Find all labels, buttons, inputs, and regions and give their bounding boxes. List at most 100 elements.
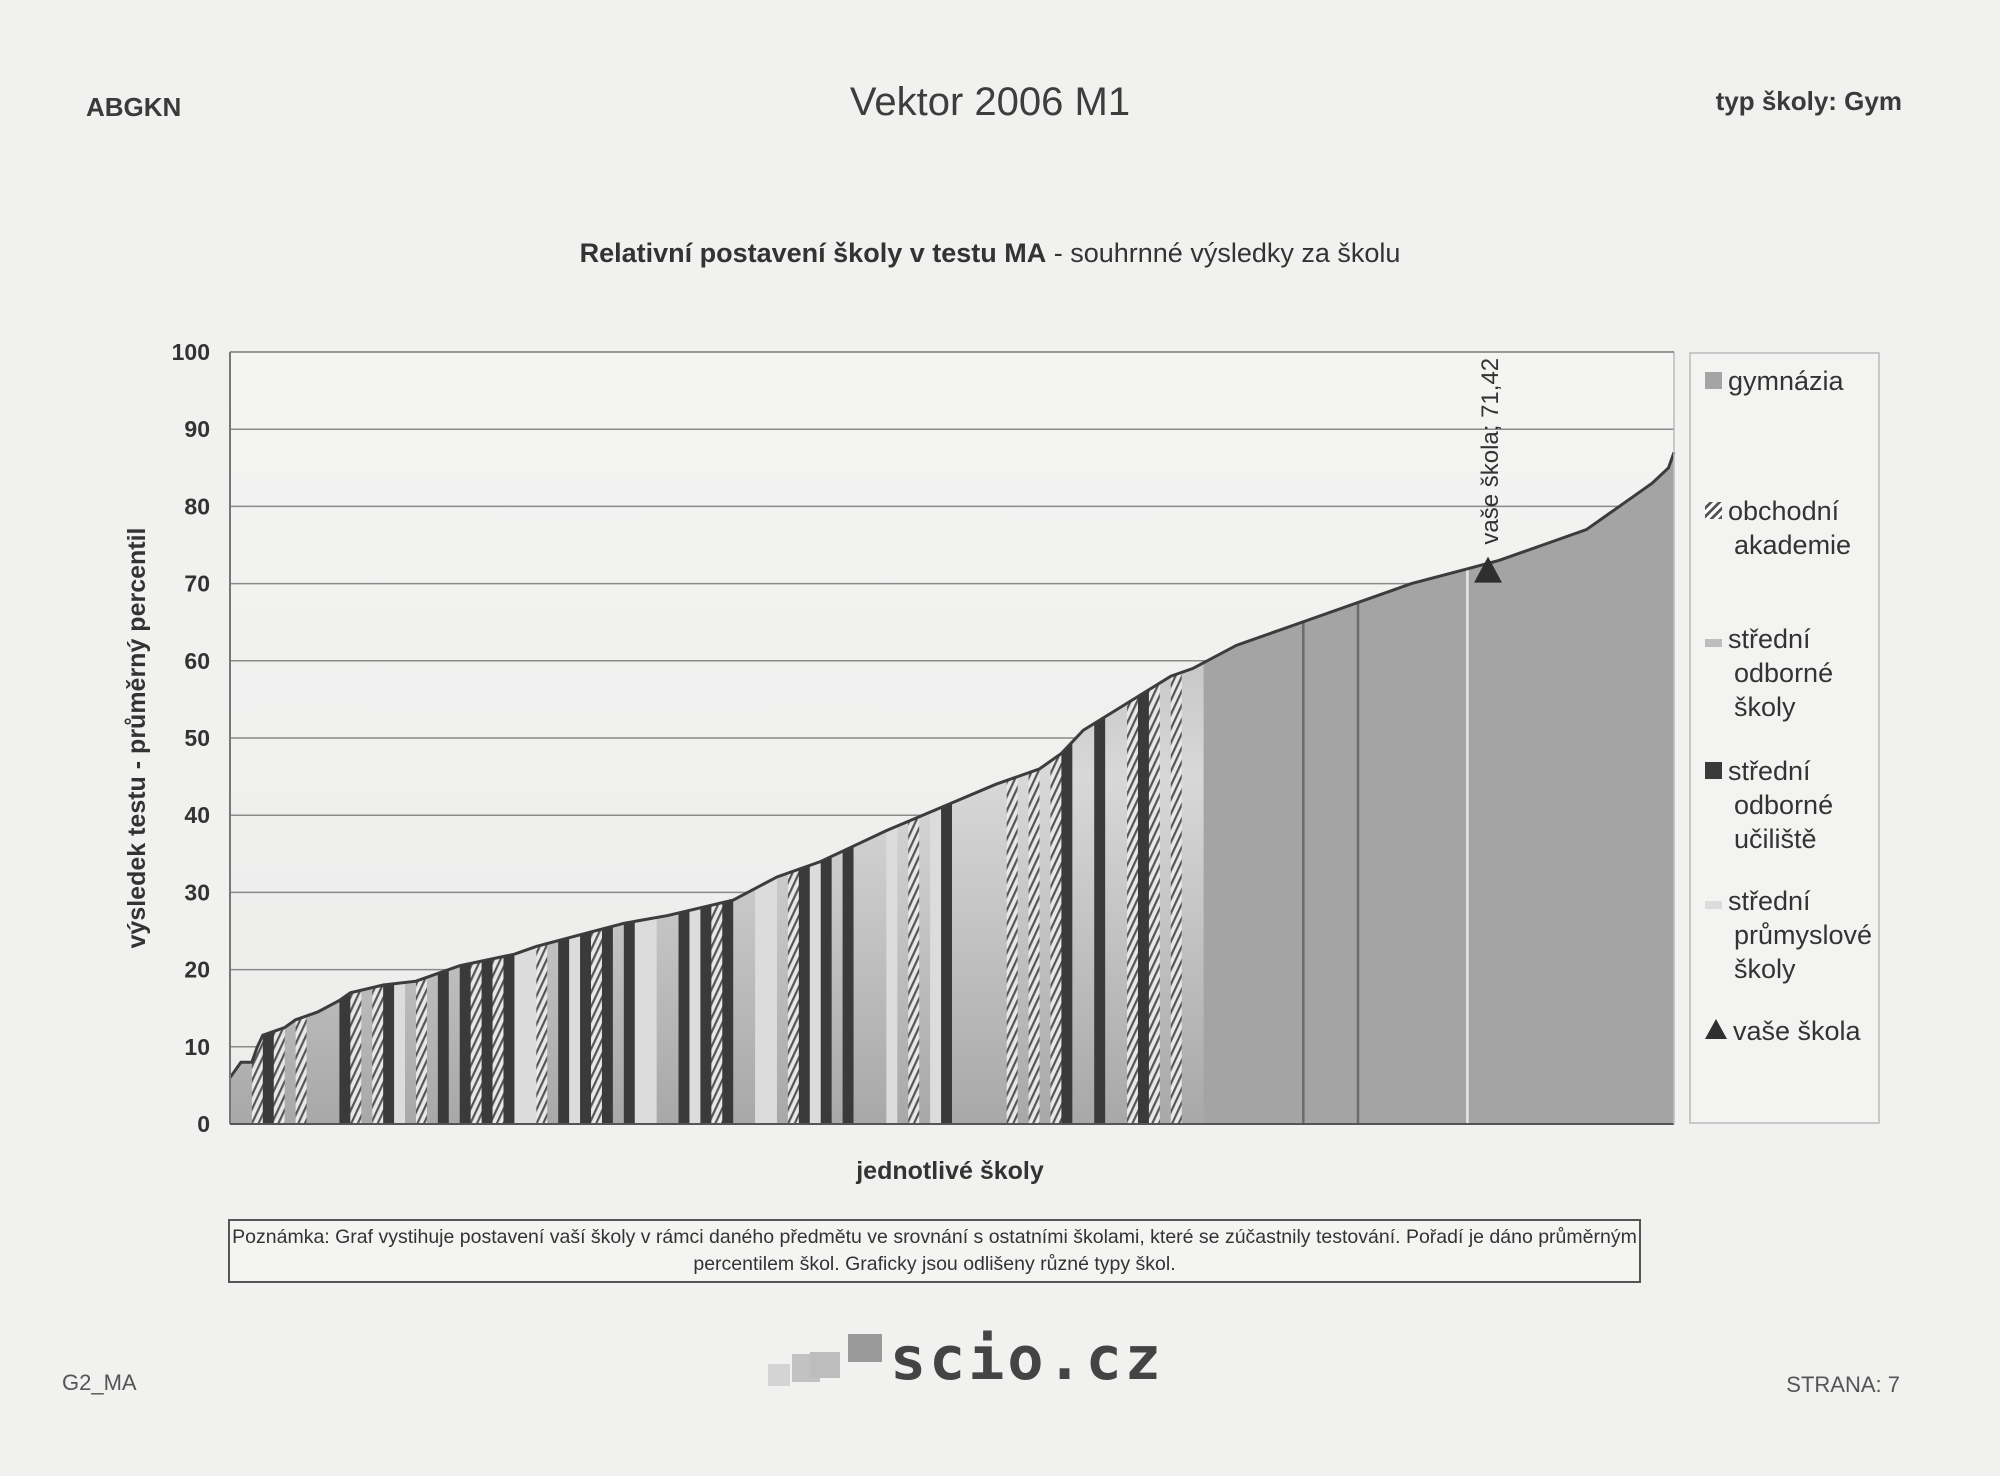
- legend-item: střední odborné školy: [1705, 622, 1833, 724]
- school-bar: [1302, 452, 1305, 1124]
- school-bar: [1553, 452, 1566, 1124]
- school-bar: [1072, 452, 1084, 1124]
- school-bar: [1302, 452, 1314, 1124]
- legend: gymnázia obchodní akademie střední odborné šk…: [1689, 352, 1880, 1124]
- y-tick-label: 0: [197, 1111, 210, 1137]
- school-bar: [1061, 452, 1073, 1124]
- school-bar: [1663, 452, 1674, 1124]
- logo-square-4: [848, 1334, 882, 1362]
- school-bar: [1094, 452, 1106, 1124]
- school-bar: [1455, 452, 1467, 1124]
- y-tick-label: 60: [184, 648, 210, 674]
- legend-label: obchodní akademie: [1728, 496, 1852, 560]
- legend-item: střední odborné učiliště: [1705, 754, 1833, 856]
- legend-swatch: [1705, 1019, 1727, 1039]
- school-bar: [1444, 452, 1456, 1124]
- footer-code: G2_MA: [62, 1370, 137, 1395]
- school-bar: [1028, 452, 1041, 1124]
- school-bar: [1608, 452, 1620, 1124]
- school-bar: [1017, 452, 1030, 1124]
- logo-square-3: [810, 1352, 840, 1378]
- y-tick-label: 70: [184, 571, 210, 597]
- school-bar: [1083, 452, 1095, 1124]
- school-bar: [1433, 452, 1445, 1124]
- school-bar: [1498, 452, 1511, 1124]
- scio-logo: scio.cz: [768, 1324, 1208, 1394]
- school-bar: [1181, 452, 1194, 1124]
- school-bar: [1137, 452, 1150, 1124]
- school-bar: [1323, 452, 1336, 1124]
- your-school-triangle: [1474, 556, 1503, 583]
- y-tick-label: 40: [184, 802, 210, 828]
- y-tick-label: 20: [184, 957, 210, 983]
- school-bar: [1313, 452, 1325, 1124]
- school-type: typ školy: Gym: [1715, 86, 1902, 116]
- legend-swatch: [1705, 502, 1722, 519]
- legend-item: střední průmyslové školy: [1705, 884, 1872, 986]
- school-bar: [1378, 452, 1391, 1124]
- school-bar: [995, 452, 1008, 1124]
- your-school-marker: vaše škola; 71,42: [1474, 358, 1504, 583]
- school-bar: [1619, 452, 1631, 1124]
- y-tick-label: 30: [184, 879, 210, 905]
- school-bar: [1291, 452, 1303, 1124]
- axes: [229, 351, 1675, 1125]
- school-bar: [1477, 452, 1489, 1124]
- school-bar: [1597, 452, 1609, 1124]
- school-bar: [1356, 452, 1360, 1124]
- school-bar: [1247, 452, 1259, 1124]
- school-bar: [1422, 452, 1434, 1124]
- school-bar: [1356, 452, 1369, 1124]
- school-bar: [1127, 452, 1139, 1124]
- school-bar: [1269, 452, 1281, 1124]
- school-bar: [1652, 452, 1664, 1124]
- chart-title-bold: Relativní postavení školy v testu MA: [579, 238, 1047, 268]
- school-bar: [984, 452, 997, 1124]
- school-bar: [1258, 452, 1270, 1124]
- curve-outline: [228, 451, 1676, 1079]
- your-school-label: vaše škola; 71,42: [1477, 358, 1504, 545]
- legend-item: obchodní akademie: [1705, 494, 1851, 562]
- logo-text: scio.cz: [890, 1324, 1164, 1394]
- school-bar: [1520, 452, 1533, 1124]
- school-bar: [1630, 452, 1642, 1124]
- school-bar: [1148, 452, 1161, 1124]
- school-bar: [1192, 452, 1205, 1124]
- school-bar: [1466, 452, 1469, 1124]
- school-bar: [1105, 452, 1117, 1124]
- school-bar: [1334, 452, 1347, 1124]
- school-bar: [1509, 452, 1522, 1124]
- legend-label: střední odborné učiliště: [1728, 756, 1834, 854]
- school-bar: [1236, 452, 1248, 1124]
- school-bar: [1159, 452, 1172, 1124]
- page-number: STRANA: 7: [1786, 1372, 1900, 1397]
- school-bar: [1531, 452, 1544, 1124]
- school-bar: [1400, 452, 1413, 1124]
- legend-label: střední průmyslové školy: [1728, 886, 1873, 984]
- school-bar: [1389, 452, 1402, 1124]
- school-bar: [1225, 452, 1238, 1124]
- legend-swatch: [1705, 762, 1722, 779]
- x-axis-label: jednotlivé školy: [855, 1157, 1044, 1185]
- school-bar: [1214, 452, 1227, 1124]
- legend-item: gymnázia: [1705, 364, 1844, 398]
- page-title: Vektor 2006 M1: [849, 80, 1131, 124]
- school-bar: [1050, 452, 1062, 1124]
- note-box: Poznámka: Graf vystihuje postavení vaší …: [228, 1219, 1641, 1283]
- school-bar: [1039, 452, 1052, 1124]
- legend-label: vaše škola: [1733, 1016, 1861, 1046]
- school-bar: [1466, 452, 1478, 1124]
- school-bar: [1488, 452, 1500, 1124]
- legend-swatch: [1705, 901, 1722, 909]
- school-bar: [1367, 452, 1380, 1124]
- y-tick-labels: 0 10 20 30 40 50 60 70 80 90 100: [172, 339, 210, 1137]
- school-bar: [1116, 452, 1128, 1124]
- school-bar: [1006, 452, 1019, 1124]
- chart-title: Relativní postavení školy v testu MA - s…: [0, 238, 1980, 269]
- school-bar: [1586, 452, 1599, 1124]
- y-tick-label: 50: [184, 725, 210, 751]
- y-axis-label: výsledek testu - průměrný percentil: [123, 528, 151, 949]
- y-tick-label: 10: [184, 1034, 210, 1060]
- y-tick-label: 100: [172, 339, 210, 365]
- school-bar: [1345, 452, 1358, 1124]
